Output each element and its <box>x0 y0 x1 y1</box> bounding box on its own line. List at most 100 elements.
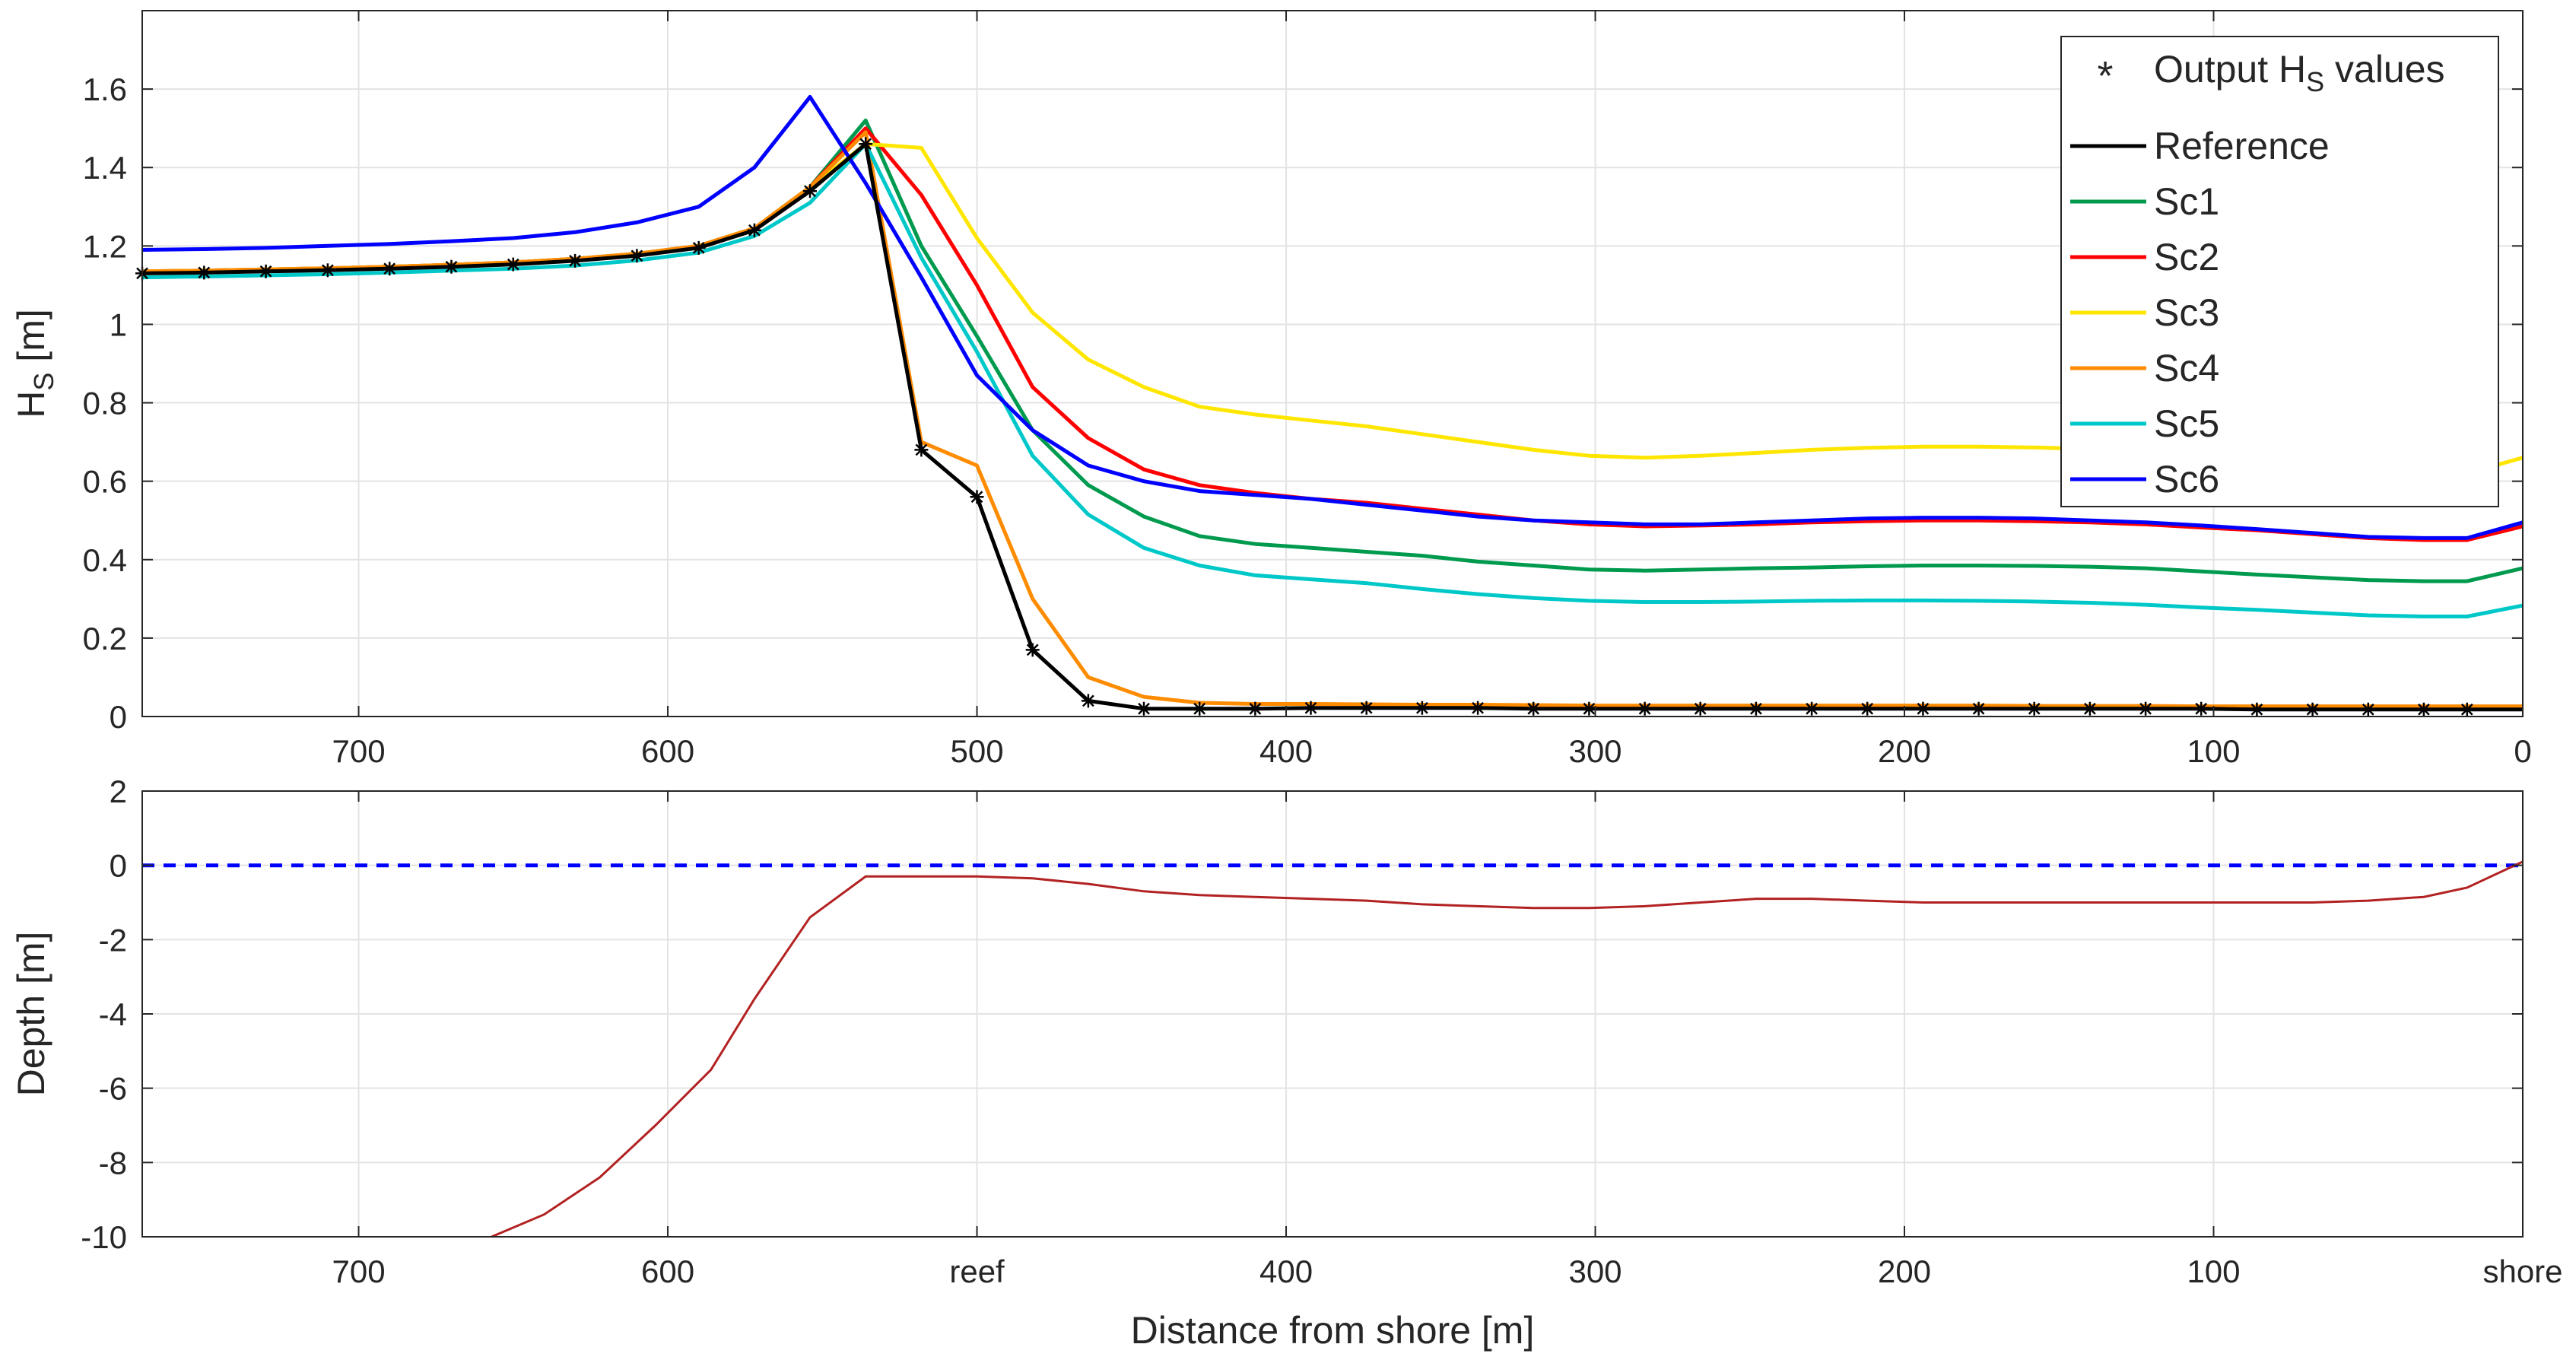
output-hs-marker <box>2250 702 2264 717</box>
marker-stroke <box>748 224 761 237</box>
marker-stroke <box>1472 701 1484 714</box>
output-hs-marker <box>1359 701 1374 715</box>
legend-box <box>2060 36 2499 507</box>
marker-stroke <box>970 491 983 504</box>
marker-stroke <box>1026 643 1039 656</box>
output-hs-marker <box>1526 701 1541 716</box>
output-hs-marker <box>197 265 211 280</box>
hs-y-tick-label: 0.6 <box>83 464 127 500</box>
output-hs-marker <box>914 443 929 457</box>
output-hs-marker <box>444 259 459 274</box>
legend-label-sc4: Sc4 <box>2154 347 2219 389</box>
marker-stroke <box>1527 702 1540 715</box>
series-line-sc6 <box>141 94 2524 540</box>
depth-series-lines <box>142 860 2524 1238</box>
output-hs-marker <box>803 184 817 199</box>
marker-stroke <box>1304 701 1317 714</box>
output-hs-marker <box>383 262 397 276</box>
marker-stroke <box>804 185 816 198</box>
output-hs-marker <box>1693 701 1707 716</box>
legend-label-sc5: Sc5 <box>2154 402 2219 445</box>
legend-label-output: Output HS values <box>2154 48 2445 97</box>
depth-y-tick-label: -6 <box>99 1071 127 1107</box>
marker-stroke <box>859 138 872 151</box>
output-hs-marker <box>1971 701 1986 716</box>
output-hs-marker <box>2082 701 2097 716</box>
hs-output-markers <box>135 137 2474 717</box>
marker-stroke <box>2250 703 2263 716</box>
marker-stroke <box>2139 702 2152 715</box>
depth-x-tick-label: 200 <box>1878 1254 1931 1289</box>
marker-stroke <box>692 242 705 254</box>
output-hs-marker <box>970 490 984 504</box>
output-hs-marker <box>691 240 706 255</box>
legend-label-sc6: Sc6 <box>2154 458 2219 500</box>
output-hs-marker <box>859 137 873 151</box>
depth-x-tick-label: reef <box>949 1254 1005 1289</box>
output-hs-marker <box>2139 701 2153 716</box>
marker-stroke <box>1694 702 1707 715</box>
output-hs-marker <box>2361 702 2375 717</box>
legend-entries: Reference Sc1 Sc2 Sc3 Sc4 Sc5 Sc6 <box>2070 125 2330 500</box>
output-hs-marker <box>1193 701 1207 716</box>
output-hs-marker <box>1025 643 1040 657</box>
marker-stroke <box>1138 702 1150 715</box>
legend: * Output HS values Reference Sc1 Sc2 Sc3 Sc4… <box>2060 36 2499 507</box>
output-hs-marker <box>259 264 273 278</box>
hs-x-tick-label: 600 <box>641 733 694 769</box>
output-hs-marker <box>2460 702 2474 717</box>
output-hs-marker <box>568 253 583 268</box>
hs-y-tick-label: 1.4 <box>83 150 127 186</box>
marker-stroke <box>322 264 334 277</box>
depth-y-tick-label: -8 <box>99 1145 127 1180</box>
hs-x-tick-label: 700 <box>332 733 386 769</box>
marker-stroke <box>198 266 211 279</box>
marker-stroke <box>1917 702 1930 715</box>
hs-x-tick-label: 400 <box>1259 733 1313 769</box>
depth-y-tick-label: -10 <box>81 1219 127 1255</box>
marker-stroke <box>507 258 519 271</box>
hs-x-tick-label: 200 <box>1878 733 1931 769</box>
marker-stroke <box>1360 701 1373 714</box>
marker-stroke <box>1750 702 1762 715</box>
output-hs-marker <box>1081 694 1095 708</box>
marker-stroke <box>2362 703 2374 716</box>
depth-x-tick-label: 700 <box>332 1254 386 1289</box>
hs-ticks: 700 600 500 400 300 200 100 0 0 0.2 0.4 0.6 0.8 1 1.2 1… <box>83 11 2532 769</box>
legend-label-sc1: Sc1 <box>2154 180 2219 223</box>
marker-stroke <box>383 262 396 275</box>
depth-x-tick-label: shore <box>2482 1254 2562 1289</box>
hs-x-tick-label: 300 <box>1568 733 1622 769</box>
depth-x-tick-label: 100 <box>2187 1254 2240 1289</box>
marker-stroke <box>1972 702 1985 715</box>
depth-y-tick-label: 2 <box>110 774 127 809</box>
output-hs-marker <box>2027 701 2041 716</box>
output-hs-marker <box>630 249 644 263</box>
marker-stroke <box>569 255 581 267</box>
legend-asterisk-marker: * <box>2097 53 2113 99</box>
hs-y-tick-label: 0 <box>110 699 127 735</box>
depth-x-tick-label: 400 <box>1259 1254 1313 1289</box>
marker-stroke <box>631 249 643 262</box>
marker-stroke <box>1082 694 1094 707</box>
depth-x-tick-label: 600 <box>641 1254 694 1289</box>
output-hs-marker <box>2305 702 2320 717</box>
hs-y-tick-label: 0.2 <box>83 621 127 656</box>
output-hs-marker <box>1582 701 1596 716</box>
output-hs-marker <box>320 263 335 278</box>
legend-label-sc3: Sc3 <box>2154 291 2219 334</box>
marker-stroke <box>2084 702 2096 715</box>
depth-y-tick-label: 0 <box>110 848 127 884</box>
output-hs-marker <box>1415 701 1429 715</box>
depth-x-tick-label: 300 <box>1568 1254 1622 1289</box>
marker-stroke <box>1193 702 1206 715</box>
marker-stroke <box>1638 702 1651 715</box>
depth-y-tick-label: -4 <box>99 996 127 1032</box>
marker-stroke <box>2306 703 2319 716</box>
marker-stroke <box>2195 702 2208 715</box>
depth-y-axis-label: Depth [m] <box>10 932 52 1097</box>
marker-stroke <box>1583 702 1596 715</box>
bathymetry-line <box>491 860 2524 1238</box>
hs-x-tick-label: 0 <box>2514 733 2531 769</box>
depth-x-axis-label: Distance from shore [m] <box>1131 1309 1535 1352</box>
